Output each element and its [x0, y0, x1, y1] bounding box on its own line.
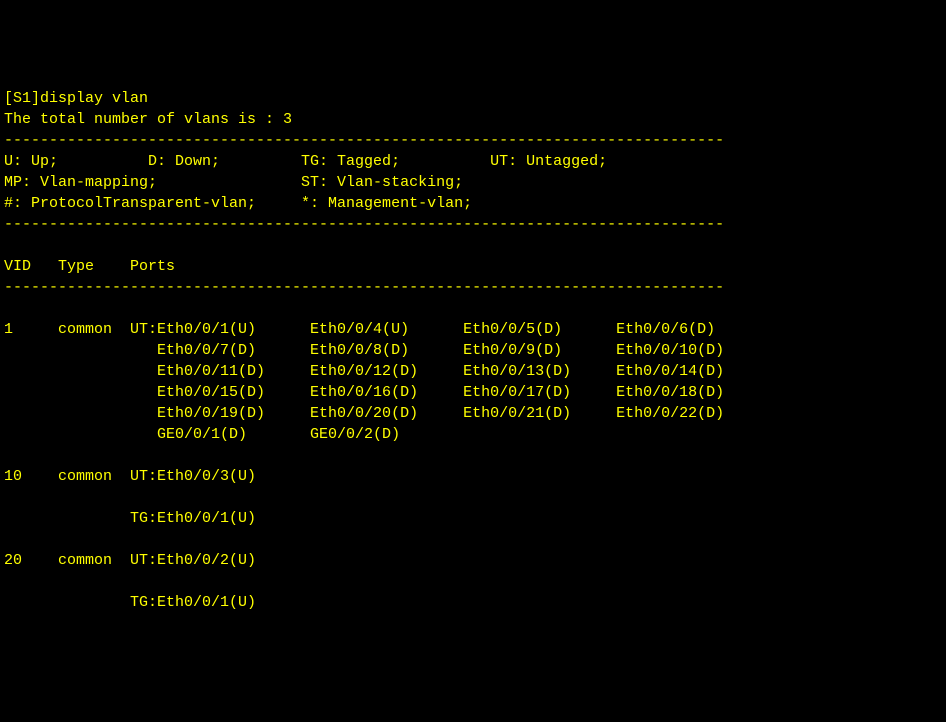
- terminal-output: [S1]display vlan The total number of vla…: [4, 88, 942, 613]
